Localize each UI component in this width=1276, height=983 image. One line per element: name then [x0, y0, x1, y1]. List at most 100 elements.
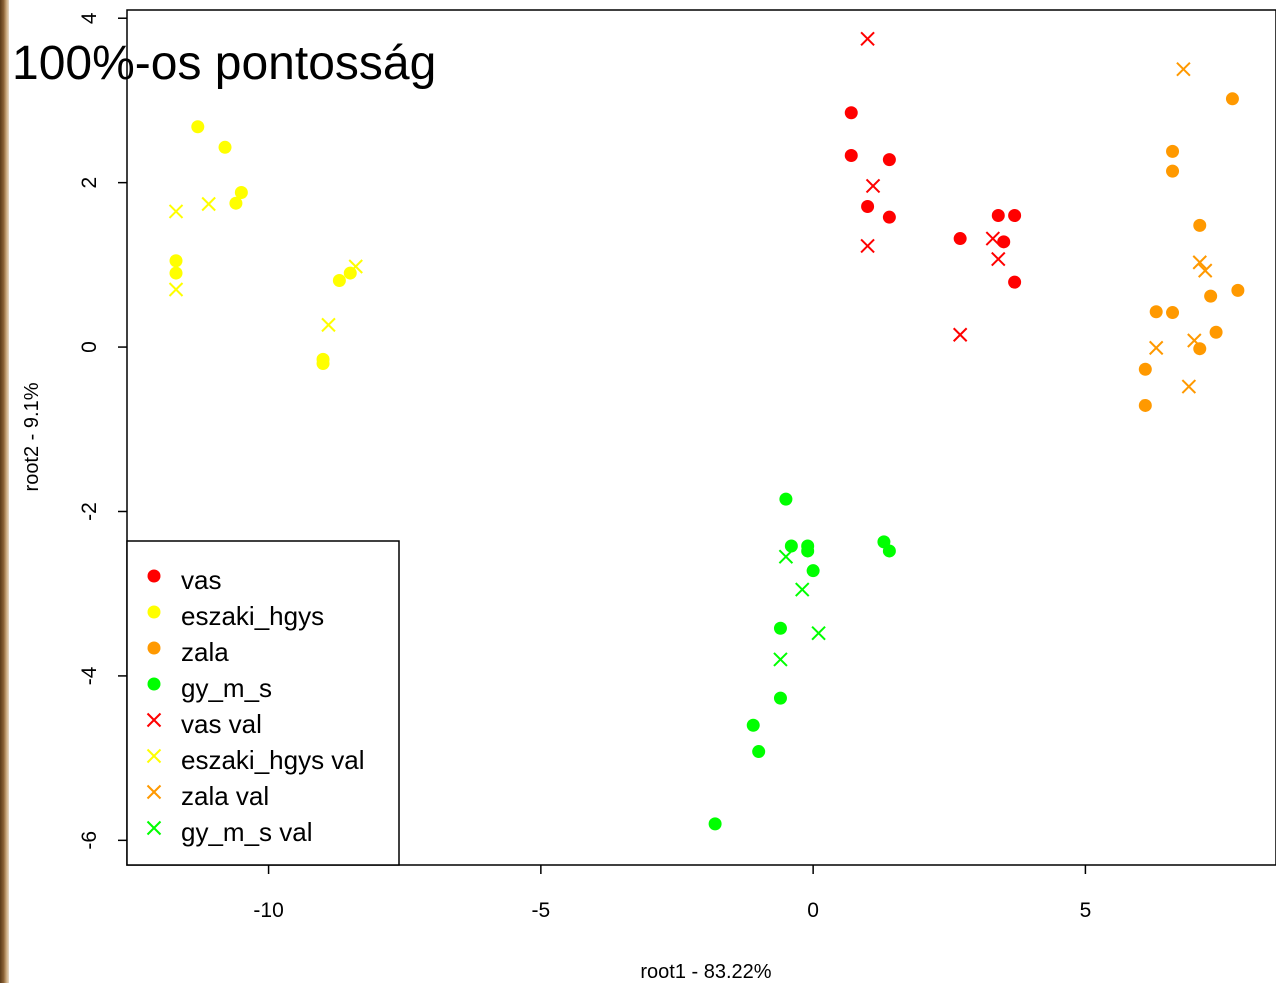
point-gy-m-s: [708, 817, 722, 831]
point-eszaki-hgys: [234, 186, 248, 200]
point-eszaki-hgys-val: [348, 259, 363, 274]
point-vas: [1008, 209, 1022, 223]
point-zala-val: [1187, 333, 1202, 348]
y-axis-title: root2 - 9.1%: [21, 382, 43, 491]
accuracy-title: 100%-os pontosság: [12, 37, 437, 90]
point-vas-val-stroke-b: [985, 231, 1001, 246]
point-zala-val-stroke-b: [1176, 61, 1191, 77]
point-gy-m-s-val: [811, 625, 826, 641]
point-gy-m-s: [806, 564, 820, 578]
point-vas: [844, 149, 858, 163]
point-vas: [882, 210, 896, 224]
point-eszaki-hgys: [316, 357, 330, 371]
point-gy-m-s: [779, 492, 793, 506]
point-eszaki-hgys: [169, 266, 183, 280]
series-zala: [1138, 92, 1245, 412]
point-vas-val-stroke-b: [991, 251, 1006, 267]
point-eszaki-hgys-val-stroke-b: [348, 259, 363, 274]
legend-label-zala-val: zala val: [181, 781, 269, 811]
point-vas: [861, 199, 875, 213]
legend-label-gy-m-s: gy_m_s: [181, 673, 272, 703]
point-zala: [1209, 325, 1223, 339]
point-gy-m-s: [773, 691, 787, 705]
point-eszaki-hgys: [191, 120, 205, 134]
series-vas: [844, 106, 1022, 289]
x-tick-label: -10: [253, 899, 283, 922]
point-vas-val: [865, 178, 881, 194]
point-zala-val: [1176, 61, 1191, 77]
point-zala-val-stroke-b: [1192, 255, 1207, 270]
series-eszaki-hgys-val: [168, 196, 363, 333]
point-gy-m-s-val: [773, 652, 788, 667]
x-tick-label: 5: [1080, 899, 1092, 922]
point-eszaki-hgys-val: [168, 282, 184, 297]
legend-marker-eszaki-hgys-val: [146, 748, 162, 764]
x-tick-label: -5: [532, 899, 551, 922]
legend-label-gy-m-s-val: gy_m_s val: [181, 817, 313, 847]
point-zala: [1166, 164, 1180, 178]
legend-marker-vas: [147, 569, 161, 583]
left-edge-decoration: [0, 0, 9, 983]
legend-label-zala: zala: [181, 637, 229, 667]
point-zala: [1138, 362, 1152, 376]
point-gy-m-s: [773, 621, 787, 635]
x-tick-label: 0: [807, 899, 819, 922]
y-tick-label: 4: [78, 12, 101, 24]
point-zala-val: [1198, 263, 1213, 278]
y-axis: -6 -4 -2 0 2 4: [78, 12, 127, 850]
y-tick-label: -6: [78, 831, 101, 850]
point-vas: [997, 235, 1011, 249]
x-axis: -10 -5 0 5: [253, 865, 1091, 922]
y-tick-label: -4: [78, 666, 101, 685]
point-zala: [1204, 289, 1218, 303]
point-vas: [991, 209, 1005, 223]
point-eszaki-hgys-val-stroke-b: [168, 282, 184, 297]
series-gy-m-s-val: [773, 549, 826, 667]
point-zala: [1193, 218, 1207, 232]
point-vas-val: [860, 238, 875, 254]
point-vas-val-stroke-b: [860, 238, 875, 254]
point-eszaki-hgys-val-stroke-b: [201, 196, 216, 212]
legend-label-vas: vas: [181, 565, 221, 595]
point-zala-val: [1148, 340, 1164, 356]
point-vas-val-stroke-b: [860, 31, 875, 46]
data-points: [168, 31, 1245, 831]
point-eszaki-hgys-val-stroke-b: [168, 204, 184, 219]
point-zala-val-stroke-b: [1198, 263, 1213, 278]
point-gy-m-s: [882, 544, 896, 558]
y-tick-label: 0: [78, 341, 101, 353]
legend-marker-gy-m-s-val: [146, 820, 162, 836]
point-gy-m-s-val-stroke-b: [773, 652, 788, 667]
point-vas-val-stroke-b: [952, 327, 968, 342]
legend-label-eszaki-hgys: eszaki_hgys: [181, 601, 324, 631]
series-vas-val: [860, 31, 1006, 342]
point-eszaki-hgys-val-stroke-b: [321, 317, 336, 333]
point-vas-val: [860, 31, 875, 46]
series-eszaki-hgys: [169, 120, 357, 371]
legend-marker-eszaki-hgys: [147, 605, 161, 619]
x-axis-title: root1 - 83.22%: [640, 961, 771, 983]
legend-marker-gy-m-s-val-stroke-b: [146, 820, 162, 836]
point-eszaki-hgys: [218, 140, 232, 154]
point-gy-m-s: [801, 544, 815, 558]
legend-marker-eszaki-hgys-val-stroke-b: [146, 748, 162, 764]
point-gy-m-s: [784, 539, 798, 553]
point-zala: [1225, 92, 1239, 106]
point-gy-m-s: [752, 745, 766, 759]
plot-frame: [126, 9, 1276, 866]
legend-box: [126, 540, 400, 866]
legend-label-vas-val: vas val: [181, 709, 262, 739]
point-gy-m-s-val: [778, 549, 794, 564]
point-zala: [1231, 283, 1245, 297]
point-vas: [953, 232, 967, 246]
point-zala-val: [1181, 379, 1197, 394]
point-eszaki-hgys: [332, 273, 346, 287]
point-zala: [1138, 398, 1152, 412]
point-vas: [844, 106, 858, 120]
point-gy-m-s-val-stroke-b: [778, 549, 794, 564]
legend-marker-zala-val: [146, 784, 162, 800]
y-tick-label: 2: [78, 177, 101, 189]
point-zala: [1149, 305, 1163, 319]
